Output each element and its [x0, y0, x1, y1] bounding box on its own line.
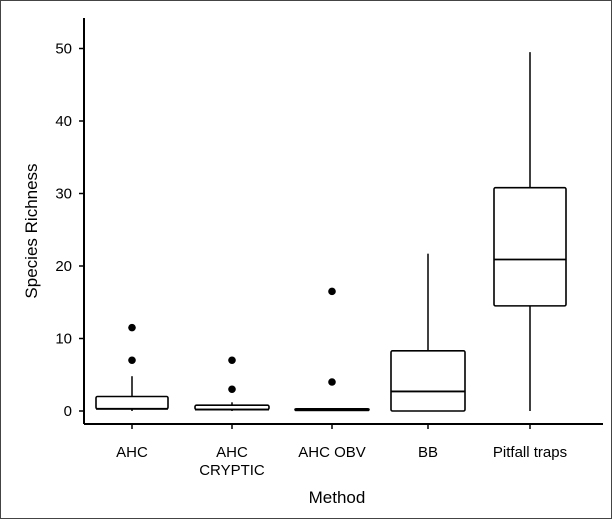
y-tick-label-40: 40: [55, 113, 72, 130]
y-tick-label-50: 50: [55, 41, 72, 58]
x-tick-label-line: AHC: [116, 444, 148, 461]
x-tick-label-4: Pitfall traps: [493, 444, 567, 461]
outlier-point-2-1: [328, 287, 336, 296]
y-tick-label-10: 10: [55, 331, 72, 348]
x-tick-label-0: AHC: [116, 444, 148, 461]
x-tick-label-line: AHC OBV: [298, 444, 366, 461]
box-3: [390, 350, 466, 412]
x-tick-label-line: AHC: [216, 444, 248, 461]
y-tick-label-30: 30: [55, 186, 72, 203]
x-axis-title: Method: [309, 488, 366, 507]
y-axis-title: Species Richness: [22, 163, 41, 298]
outlier-point-0-1: [128, 323, 136, 332]
box-4: [493, 186, 567, 307]
x-tick-label-line: Pitfall traps: [493, 444, 567, 461]
y-tick-label-0: 0: [64, 403, 72, 420]
y-tick-label-20: 20: [55, 258, 72, 275]
x-tick-label-3: BB: [418, 444, 438, 461]
outlier-point-2-0: [328, 378, 336, 386]
x-tick-label-line: CRYPTIC: [199, 462, 265, 479]
outlier-point-1-0: [228, 385, 236, 394]
outlier-point-1-1: [228, 356, 236, 365]
x-tick-label-2: AHC OBV: [298, 444, 366, 461]
outlier-point-0-0: [128, 356, 136, 365]
x-tick-label-line: BB: [418, 444, 438, 461]
box-0: [95, 395, 169, 410]
x-tick-label-1: AHC CRYPTIC: [199, 444, 265, 479]
